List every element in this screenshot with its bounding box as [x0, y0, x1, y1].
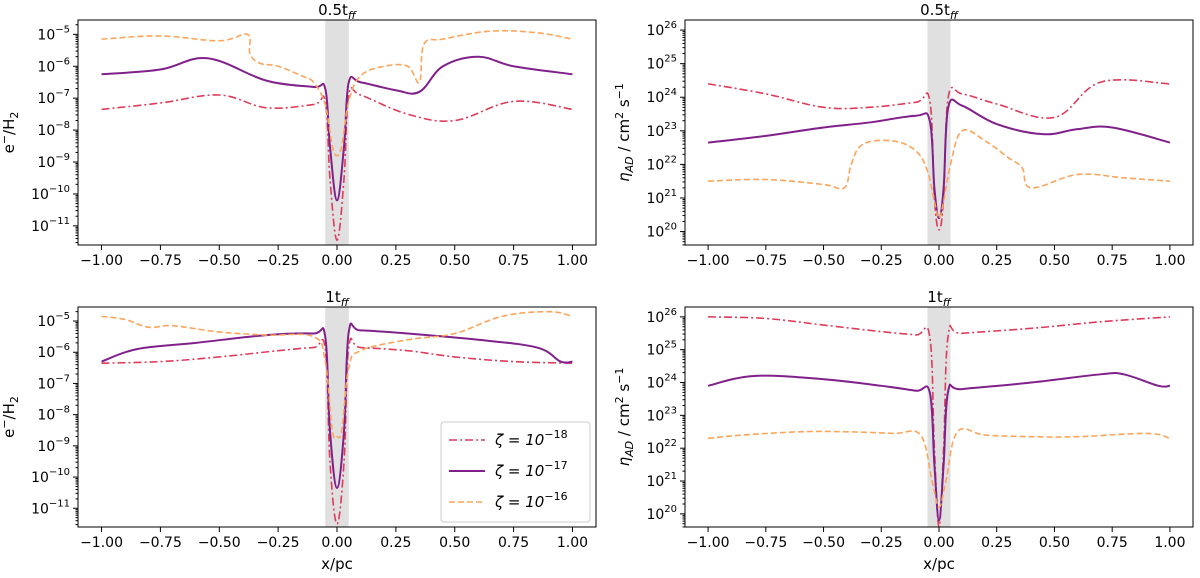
y-tick-label: 10−8: [37, 405, 70, 424]
y-tick-label: 10−7: [37, 373, 70, 392]
y-tick-label: 10−11: [31, 216, 70, 235]
x-tick-label: 0.25: [981, 253, 1012, 269]
y-tick-label: 10−6: [37, 342, 70, 361]
panel-title: 0.5tff: [318, 1, 357, 22]
x-tick-label: −0.50: [198, 535, 241, 551]
x-tick-label: −0.50: [802, 535, 845, 551]
x-tick-label: 0.50: [1039, 535, 1070, 551]
x-tick-label: 0.75: [1097, 253, 1128, 269]
x-tick-label: −0.25: [860, 253, 903, 269]
x-tick-label: 1.00: [557, 535, 588, 551]
x-tick-label: −0.50: [802, 253, 845, 269]
panel-title: 0.5tff: [920, 1, 959, 22]
y-tick-label: 1022: [646, 438, 677, 457]
x-tick-label: 0.75: [498, 535, 529, 551]
y-tick-label: 1024: [646, 87, 677, 106]
series-group: [707, 79, 1171, 231]
x-tick-label: −0.75: [744, 535, 787, 551]
x-tick-label: 0.50: [1039, 253, 1070, 269]
y-tick-label: 10−6: [37, 56, 70, 75]
x-tick-label: 0.00: [321, 253, 352, 269]
x-tick-label: 0.75: [498, 253, 529, 269]
y-tick-label: 1026: [646, 307, 677, 326]
y-tick-label: 10−9: [37, 152, 70, 171]
series-line-dashdot: [708, 316, 1170, 527]
panel-title: 1tff: [325, 288, 349, 309]
y-axis-label: e−/H2: [0, 112, 21, 154]
x-tick-label: 0.00: [923, 535, 954, 551]
x-tick-label: 0.25: [380, 253, 411, 269]
y-axis-label: e−/H2: [0, 396, 21, 438]
y-tick-label: 10−5: [37, 311, 70, 330]
series-line-dashdot: [101, 337, 573, 525]
panel-bottom-left: −1.00 −0.75 −0.50 −0.25 0.00 0.25 0.50 0.75 1.00…: [0, 288, 597, 573]
y-tick-label: 1025: [646, 54, 677, 73]
x-tick-label: 0.50: [439, 535, 470, 551]
x-tick-label: 0.50: [439, 253, 470, 269]
x-tick-label: −1.00: [80, 253, 123, 269]
y-tick-label: 1023: [646, 405, 677, 424]
x-axis-label: x/pc: [923, 555, 955, 573]
x-tick-label: −1.00: [687, 253, 730, 269]
x-tick-label: −1.00: [687, 535, 730, 551]
y-tick-label: 1024: [646, 373, 677, 392]
series-line-solid: [101, 55, 573, 202]
series-line-dashed: [708, 427, 1171, 509]
x-tick-label: −0.50: [198, 253, 241, 269]
panel-title: 1tff: [927, 288, 951, 309]
x-tick-label: 1.00: [1154, 535, 1185, 551]
legend: ζ = 10−18 ζ = 10−17 ζ = 10−16: [440, 421, 591, 523]
legend-label: ζ = 10−17: [494, 459, 568, 480]
x-tick-label: −0.75: [139, 253, 182, 269]
y-tick-label: 1023: [646, 121, 677, 140]
legend-label: ζ = 10−16: [494, 490, 568, 511]
series-line-solid: [707, 371, 1171, 522]
y-tick-label: 10−10: [31, 184, 70, 203]
y-tick-label: 1025: [646, 340, 677, 359]
series-group: [101, 29, 573, 242]
panel-top-left: −1.00 −0.75 −0.50 −0.25 0.00 0.25 0.50 0.75 1.00…: [0, 1, 597, 269]
x-tick-label: −0.25: [257, 535, 300, 551]
y-tick-label: 10−7: [37, 88, 70, 107]
series-line-solid: [101, 322, 573, 489]
x-tick-label: −0.25: [860, 535, 903, 551]
panel-bottom-right: −1.00 −0.75 −0.50 −0.25 0.00 0.25 0.50 0.75 1.00…: [613, 288, 1194, 573]
series-group: [101, 310, 573, 525]
panel-top-right: −1.00 −0.75 −0.50 −0.25 0.00 0.25 0.50 0.75 1.00…: [613, 1, 1194, 269]
y-tick-label: 1022: [646, 154, 677, 173]
series-line-dashdot: [707, 79, 1170, 231]
x-tick-label: 1.00: [557, 253, 588, 269]
y-axis-label: ηAD / cm2 s−1: [613, 368, 636, 467]
legend-frame: [440, 421, 591, 523]
series-group: [707, 316, 1171, 527]
y-tick-label: 10−5: [37, 24, 70, 43]
x-axis-label: x/pc: [321, 555, 353, 573]
x-tick-label: 1.00: [1154, 253, 1185, 269]
x-tick-label: 0.00: [321, 535, 352, 551]
y-tick-label: 1020: [646, 222, 677, 241]
y-tick-label: 10−9: [37, 436, 70, 455]
y-tick-label: 10−10: [31, 467, 70, 486]
x-tick-label: −1.00: [80, 535, 123, 551]
y-tick-label: 1021: [646, 471, 677, 490]
x-tick-label: 0.25: [981, 535, 1012, 551]
series-line-dashed: [101, 29, 573, 157]
y-tick-label: 10−8: [37, 120, 70, 139]
y-tick-label: 1026: [646, 20, 677, 39]
y-axis-label: ηAD / cm2 s−1: [613, 83, 636, 182]
y-tick-label: 10−11: [31, 498, 70, 517]
y-tick-label: 1021: [646, 188, 677, 207]
x-tick-label: 0.00: [923, 253, 954, 269]
series-line-dashdot: [101, 86, 573, 242]
legend-label: ζ = 10−18: [494, 428, 568, 449]
x-tick-label: 0.75: [1097, 535, 1128, 551]
shaded-band: [927, 307, 951, 527]
y-tick-label: 1020: [646, 504, 677, 523]
x-tick-label: 0.25: [380, 535, 411, 551]
x-tick-label: −0.75: [744, 253, 787, 269]
x-tick-label: −0.25: [257, 253, 300, 269]
x-tick-label: −0.75: [139, 535, 182, 551]
